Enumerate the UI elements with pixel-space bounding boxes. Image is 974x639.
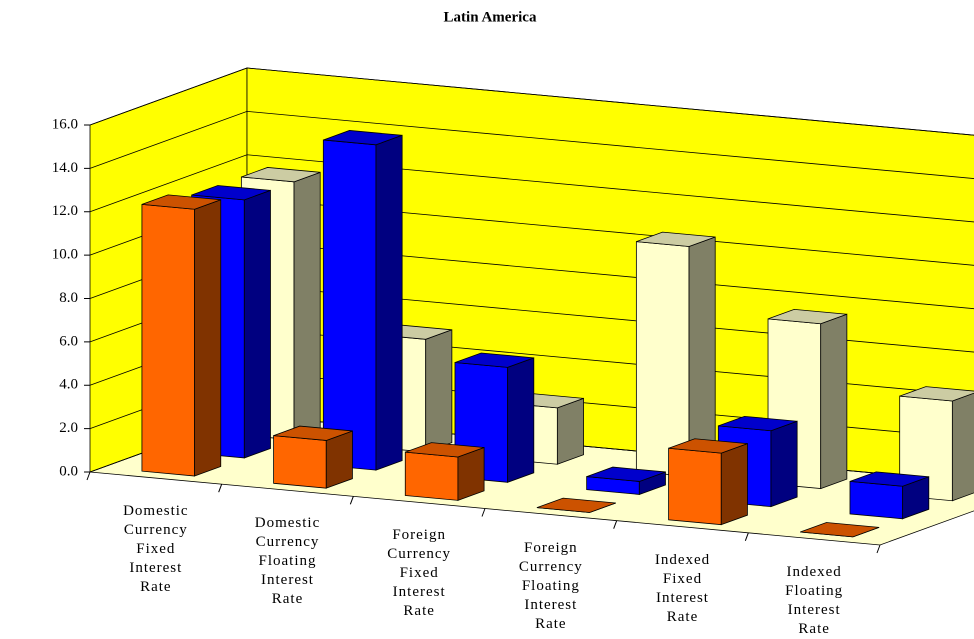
y-tick-label: 4.0 bbox=[59, 377, 78, 393]
bar-top bbox=[899, 386, 974, 402]
bar-top bbox=[849, 471, 929, 487]
bar-front bbox=[404, 451, 459, 501]
bar bbox=[536, 497, 616, 513]
bar-top bbox=[800, 522, 880, 538]
grid-line bbox=[89, 110, 974, 179]
bar bbox=[800, 522, 880, 538]
bar-side bbox=[243, 189, 271, 459]
x-tick-label: Foreign Currency Floating Interest Rate bbox=[518, 539, 583, 632]
category-tick bbox=[218, 483, 223, 493]
x-tick-label: Indexed Floating Interest Rate bbox=[785, 563, 844, 637]
category-tick bbox=[876, 544, 881, 554]
category-tick bbox=[481, 508, 486, 517]
bar-top bbox=[191, 185, 271, 201]
category-tick bbox=[613, 520, 618, 529]
bar-front bbox=[635, 241, 690, 477]
bar-front bbox=[668, 447, 722, 526]
y-tick-label: 12.0 bbox=[52, 203, 78, 219]
bar bbox=[586, 466, 666, 496]
bar-top bbox=[586, 466, 666, 482]
y-tick-label: 8.0 bbox=[59, 290, 78, 306]
y-tick-label: 2.0 bbox=[59, 420, 78, 436]
bar-side bbox=[325, 430, 353, 489]
bar-side bbox=[951, 392, 974, 502]
y-tick-label: 14.0 bbox=[52, 160, 78, 176]
grid-line bbox=[89, 67, 974, 136]
bar-side bbox=[770, 420, 798, 508]
x-tick-label: Indexed Fixed Interest Rate bbox=[654, 551, 711, 625]
bar-front bbox=[849, 480, 904, 520]
bar-side bbox=[720, 443, 748, 526]
bar-top bbox=[241, 167, 321, 183]
bar bbox=[273, 425, 353, 489]
bar-top bbox=[141, 194, 221, 210]
bar-top bbox=[536, 497, 616, 513]
bar-side bbox=[556, 397, 584, 465]
bar-top bbox=[636, 231, 716, 247]
bar bbox=[899, 386, 974, 502]
bar bbox=[849, 471, 930, 520]
bar-side bbox=[507, 357, 535, 483]
bar bbox=[322, 130, 403, 471]
chart-title: Latin America bbox=[444, 9, 537, 25]
bar-front bbox=[322, 139, 377, 471]
bar-top bbox=[718, 415, 798, 432]
bar bbox=[668, 438, 748, 526]
bar-side bbox=[820, 313, 848, 490]
bar bbox=[635, 231, 716, 477]
bar-top bbox=[454, 352, 534, 368]
y-tick-label: 10.0 bbox=[52, 247, 78, 263]
bar-side bbox=[425, 329, 453, 453]
category-tick bbox=[744, 532, 749, 542]
y-tick-label: 6.0 bbox=[59, 333, 78, 349]
category-tick bbox=[86, 471, 91, 481]
bar bbox=[141, 194, 222, 477]
bar bbox=[404, 442, 485, 501]
bar-side bbox=[293, 171, 321, 441]
bar-top bbox=[323, 130, 403, 146]
bar-front bbox=[141, 203, 195, 477]
y-tick-label: 0.0 bbox=[59, 463, 78, 479]
bar-top bbox=[273, 425, 353, 441]
bar-top bbox=[767, 308, 847, 325]
bar-front bbox=[273, 435, 327, 489]
bar-side bbox=[375, 134, 403, 471]
category-tick bbox=[349, 496, 354, 505]
grid-line bbox=[89, 154, 974, 223]
bar-top bbox=[668, 438, 748, 454]
bar-top bbox=[405, 442, 485, 458]
bar-side bbox=[194, 199, 222, 477]
x-tick-label: Domestic Currency Floating Interest Rate bbox=[254, 515, 321, 608]
x-tick-label: Domestic Currency Fixed Interest Rate bbox=[123, 503, 189, 596]
x-tick-label: Foreign Currency Fixed Interest Rate bbox=[387, 527, 452, 620]
y-tick-label: 16.0 bbox=[52, 116, 78, 132]
